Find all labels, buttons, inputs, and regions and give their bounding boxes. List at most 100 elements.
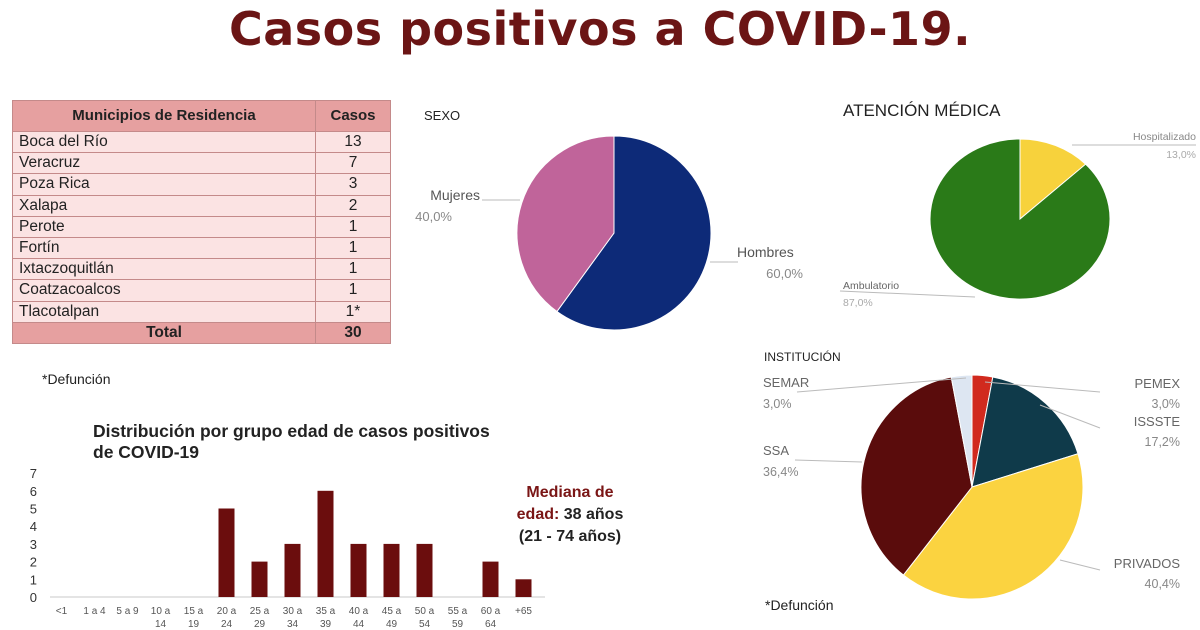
- histogram-bar: [317, 490, 334, 597]
- mediana-box: Mediana de edad: 38 años (21 - 74 años): [490, 482, 650, 548]
- x-tick-label: 25 a: [250, 606, 270, 617]
- table-row: Coatzacoalcos 1: [12, 279, 391, 302]
- x-tick-label: 45 a: [382, 606, 402, 617]
- table-row: Ixtaczoquitlán 1: [12, 258, 391, 281]
- total-value: 30: [315, 321, 391, 344]
- hospitalizado-label: Hospitalizado: [1133, 131, 1196, 143]
- y-tick-label: 0: [30, 590, 37, 605]
- x-tick-label: 54: [419, 619, 431, 630]
- cell-casos: 3: [315, 173, 391, 196]
- mediana-range: (21 - 74 años): [518, 528, 622, 545]
- issste-value: 17,2%: [1145, 435, 1180, 449]
- sexo-pie: [516, 135, 712, 331]
- institucion-pie: [860, 374, 1084, 600]
- table-header-casos: Casos: [315, 100, 391, 132]
- institucion-slice-issste: [971, 376, 1079, 488]
- histogram-bar: [350, 543, 367, 597]
- privados-value: 40,4%: [1145, 577, 1180, 591]
- semar-leader: [796, 377, 967, 393]
- cell-casos: 2: [315, 194, 391, 217]
- ambulatorio-label: Ambulatorio: [843, 280, 899, 292]
- cell-municipio: Veracruz: [12, 152, 316, 175]
- histogram-bar: [251, 561, 268, 597]
- semar-label: SEMAR: [763, 375, 809, 390]
- privados-label: PRIVADOS: [1114, 556, 1181, 571]
- table-row: Tlacotalpan 1*: [12, 300, 391, 323]
- x-tick-label: 40 a: [349, 606, 369, 617]
- ssa-leader: [794, 459, 863, 463]
- sexo-slice-hombres: [556, 135, 712, 331]
- table-header-municipio: Municipios de Residencia: [12, 100, 316, 132]
- x-tick-label: 59: [452, 619, 464, 630]
- x-tick-label: 60 a: [481, 606, 501, 617]
- page-title: Casos positivos a COVID-19.: [228, 2, 972, 56]
- hospitalizado-value: 13,0%: [1166, 149, 1196, 161]
- y-tick-label: 7: [30, 466, 37, 481]
- y-tick-label: 3: [30, 537, 37, 552]
- cell-municipio: Poza Rica: [12, 173, 316, 196]
- cell-municipio: Ixtaczoquitlán: [12, 258, 316, 281]
- table-total-row: Total 30: [12, 321, 391, 344]
- mujeres-value: 40,0%: [415, 209, 452, 224]
- table-row: Poza Rica 3: [12, 173, 391, 196]
- issste-label: ISSSTE: [1134, 414, 1181, 429]
- x-tick-label: 35 a: [316, 606, 336, 617]
- municipios-table: Municipios de Residencia Casos Boca del …: [12, 100, 391, 344]
- x-tick-label: 24: [221, 619, 233, 630]
- cell-casos: 1*: [315, 300, 391, 323]
- table-row: Xalapa 2: [12, 194, 391, 217]
- defuncion-note-left: *Defunción: [42, 371, 111, 387]
- table-row: Boca del Río 13: [12, 130, 391, 154]
- cell-municipio: Boca del Río: [12, 130, 316, 154]
- mediana-label-edad: edad:: [516, 506, 560, 523]
- atencion-slice-hospitalizado: [1019, 138, 1087, 221]
- x-tick-label: 5 a 9: [116, 606, 139, 617]
- x-tick-label: <1: [56, 606, 68, 617]
- mujeres-label: Mujeres: [430, 187, 480, 203]
- cell-casos: 1: [315, 279, 391, 302]
- x-tick-label: 64: [485, 619, 497, 630]
- x-tick-label: 39: [320, 619, 332, 630]
- x-tick-label: 1 a 4: [83, 606, 106, 617]
- y-tick-label: 5: [30, 502, 37, 517]
- y-tick-label: 2: [30, 555, 37, 570]
- y-tick-label: 6: [30, 484, 37, 499]
- x-tick-label: +65: [515, 606, 532, 617]
- ssa-label: SSA: [763, 443, 789, 458]
- x-tick-label: 14: [155, 619, 167, 630]
- x-tick-label: 55 a: [448, 606, 468, 617]
- atencion-pie: [929, 138, 1111, 300]
- mediana-line1: Mediana de: [526, 484, 614, 501]
- histogram-bar: [515, 579, 532, 597]
- atencion-slice-ambulatorio: [929, 138, 1111, 300]
- defuncion-note-right: *Defunción: [765, 597, 834, 613]
- institucion-slice-ssa: [860, 376, 973, 576]
- issste-leader: [1039, 404, 1101, 429]
- x-tick-label: 15 a: [184, 606, 204, 617]
- table-row: Fortín 1: [12, 236, 391, 260]
- cell-casos: 1: [315, 236, 391, 260]
- x-tick-label: 50 a: [415, 606, 435, 617]
- pemex-label: PEMEX: [1134, 376, 1180, 391]
- histogram-bar: [482, 561, 499, 597]
- y-tick-label: 4: [30, 519, 37, 534]
- y-tick-label: 1: [30, 572, 37, 587]
- table-row: Veracruz 7: [12, 152, 391, 175]
- institucion-slice-privados: [902, 453, 1084, 600]
- histogram-bar: [218, 508, 235, 597]
- ambulatorio-value: 87,0%: [843, 297, 873, 309]
- x-tick-label: 44: [353, 619, 365, 630]
- cell-municipio: Xalapa: [12, 194, 316, 217]
- x-tick-label: 30 a: [283, 606, 303, 617]
- x-tick-label: 10 a: [151, 606, 171, 617]
- cell-casos: 13: [315, 130, 391, 154]
- x-tick-label: 19: [188, 619, 200, 630]
- cell-municipio: Fortín: [12, 236, 316, 260]
- histogram-title: Distribución por grupo edad de casos pos…: [93, 421, 490, 462]
- x-tick-label: 20 a: [217, 606, 237, 617]
- institucion-slice-semar: [950, 374, 973, 488]
- histogram-bar: [383, 543, 400, 597]
- sexo-slice-mujeres: [516, 135, 615, 313]
- pemex-value: 3,0%: [1152, 397, 1181, 411]
